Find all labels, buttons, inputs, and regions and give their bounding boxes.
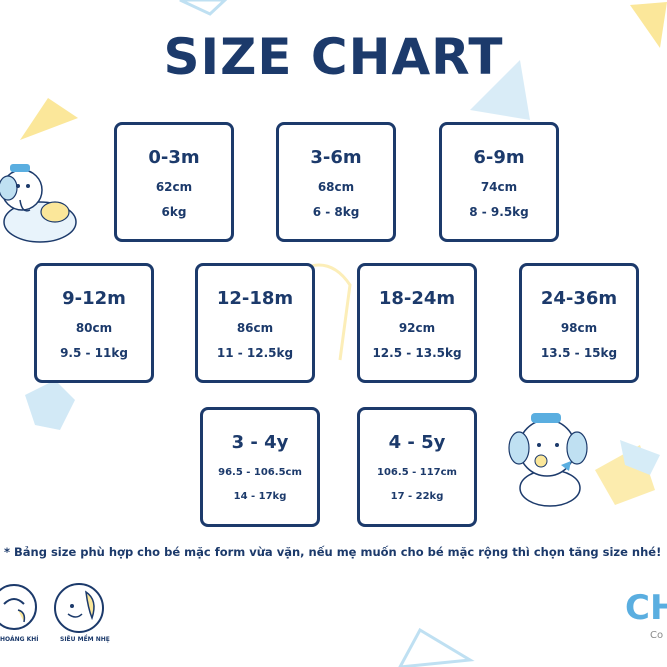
size-card: 0-3m 62cm 6kg bbox=[114, 122, 234, 242]
size-card: 9-12m 80cm 9.5 - 11kg bbox=[34, 263, 154, 383]
card-weight: 12.5 - 13.5kg bbox=[372, 346, 462, 360]
card-length: 92cm bbox=[398, 321, 436, 335]
size-card: 3-6m 68cm 6 - 8kg bbox=[276, 122, 396, 242]
card-weight: 13.5 - 15kg bbox=[540, 346, 618, 360]
card-weight: 9.5 - 11kg bbox=[60, 346, 128, 360]
size-card: 6-9m 74cm 8 - 9.5kg bbox=[439, 122, 559, 242]
brand-logo: CH bbox=[625, 588, 667, 628]
card-weight: 6 - 8kg bbox=[312, 205, 360, 219]
size-card: 4 - 5y 106.5 - 117cm 17 - 22kg bbox=[357, 407, 477, 527]
size-note: * Bảng size phù hợp cho bé mặc form vừa … bbox=[4, 545, 662, 559]
card-weight: 8 - 9.5kg bbox=[469, 205, 529, 219]
size-card: 3 - 4y 96.5 - 106.5cm 14 - 17kg bbox=[200, 407, 320, 527]
card-length: 96.5 - 106.5cm bbox=[218, 467, 302, 478]
card-weight: 17 - 22kg bbox=[390, 491, 444, 502]
card-age: 3-6m bbox=[310, 147, 362, 168]
card-weight: 11 - 12.5kg bbox=[216, 346, 294, 360]
card-age: 6-9m bbox=[473, 147, 525, 168]
brand-tagline: Co bbox=[650, 630, 664, 641]
card-weight: 14 - 17kg bbox=[233, 491, 287, 502]
card-length: 80cm bbox=[75, 321, 113, 335]
badge-label: HOÁNG KHÍ bbox=[0, 636, 39, 643]
card-length: 98cm bbox=[560, 321, 598, 335]
card-weight: 6kg bbox=[161, 205, 187, 219]
soft-light-icon bbox=[54, 583, 104, 633]
card-length: 74cm bbox=[480, 180, 518, 194]
elephant-mascot-left-icon bbox=[0, 164, 77, 243]
card-age: 24-36m bbox=[540, 288, 618, 309]
card-age: 12-18m bbox=[216, 288, 294, 309]
card-age: 9-12m bbox=[62, 288, 126, 309]
card-length: 106.5 - 117cm bbox=[377, 467, 457, 478]
card-length: 68cm bbox=[317, 180, 355, 194]
card-age: 18-24m bbox=[378, 288, 456, 309]
card-age: 3 - 4y bbox=[231, 432, 289, 453]
badge-label: SIÊU MỀM NHẸ bbox=[60, 636, 110, 643]
page-title: SIZE CHART bbox=[163, 28, 504, 86]
size-card: 24-36m 98cm 13.5 - 15kg bbox=[519, 263, 639, 383]
size-card: 18-24m 92cm 12.5 - 13.5kg bbox=[357, 263, 477, 383]
breathable-icon bbox=[0, 584, 37, 630]
elephant-mascot-right-icon bbox=[508, 413, 588, 507]
card-age: 4 - 5y bbox=[388, 432, 446, 453]
size-card: 12-18m 86cm 11 - 12.5kg bbox=[195, 263, 315, 383]
card-length: 62cm bbox=[155, 180, 193, 194]
card-length: 86cm bbox=[236, 321, 274, 335]
card-age: 0-3m bbox=[148, 147, 200, 168]
